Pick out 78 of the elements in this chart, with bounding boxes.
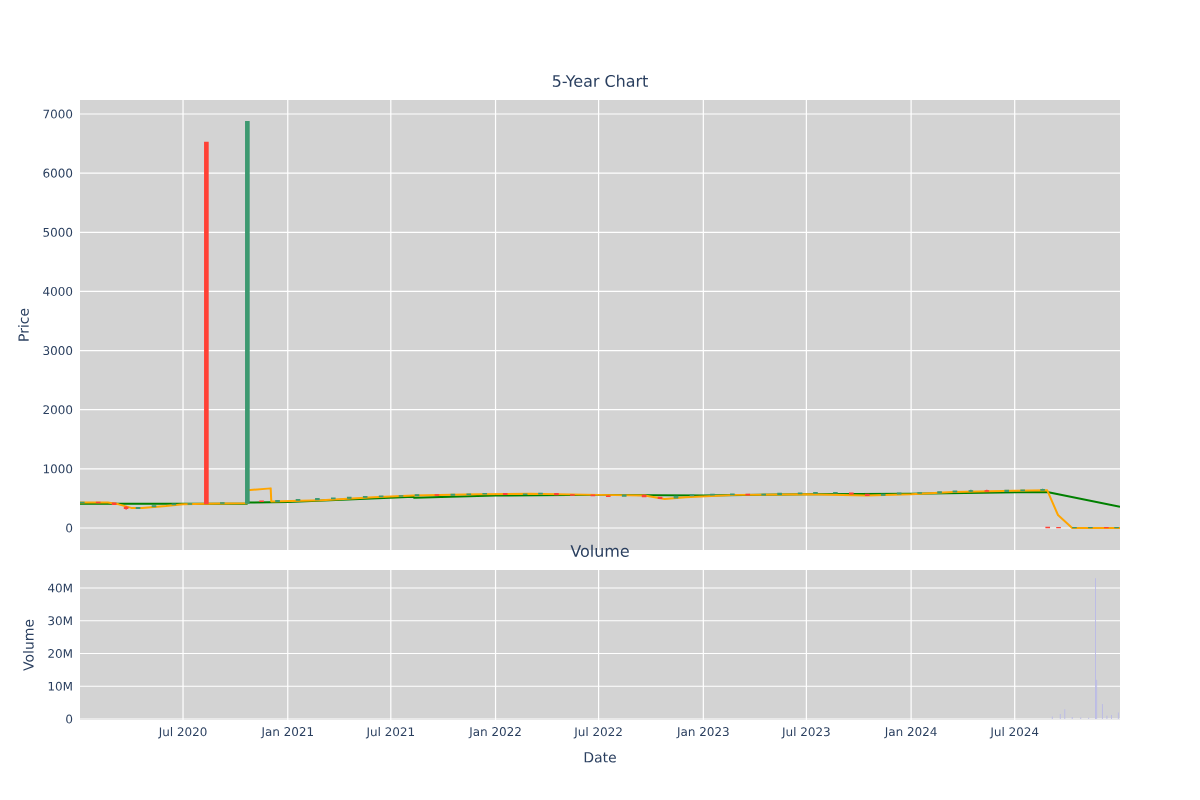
candlestick xyxy=(777,492,782,496)
candlestick xyxy=(450,493,456,497)
candlestick xyxy=(570,493,575,497)
candlestick xyxy=(1040,488,1045,492)
candlestick xyxy=(362,495,368,499)
candlestick xyxy=(123,505,129,511)
x-tick-label: Jul 2024 xyxy=(989,727,1039,739)
candlestick xyxy=(1088,526,1093,529)
candlestick xyxy=(346,496,352,500)
candlestick xyxy=(522,492,528,496)
candlestick xyxy=(220,501,225,505)
candlestick xyxy=(1072,526,1077,529)
candlestick xyxy=(896,492,902,495)
candlestick xyxy=(466,492,472,496)
candlestick xyxy=(275,499,280,503)
candlestick xyxy=(204,141,209,505)
x-tick-label: Jan 2023 xyxy=(676,727,729,739)
candlestick xyxy=(171,503,177,506)
y-tick-label: 10M xyxy=(48,681,72,691)
candlestick xyxy=(554,492,559,496)
candlestick xyxy=(984,489,990,493)
y-tick-label: 0 xyxy=(66,714,73,724)
candlestick xyxy=(331,497,336,500)
y-tick-label: 7000 xyxy=(43,109,73,119)
x-tick-label: Jan 2022 xyxy=(468,727,521,739)
candlestick xyxy=(937,491,942,494)
y-tick-label: 3000 xyxy=(43,346,73,356)
chart-title: Volume xyxy=(570,544,629,557)
x-tick-label: Jul 2020 xyxy=(158,727,207,739)
candlestick xyxy=(1020,488,1025,492)
candlestick xyxy=(968,489,974,493)
candlestick xyxy=(434,493,440,497)
candlestick xyxy=(378,495,384,498)
candlestick xyxy=(111,501,117,506)
candlestick xyxy=(745,493,751,496)
y-tick-label: 4000 xyxy=(43,286,73,296)
y-tick-label: 40M xyxy=(48,583,72,593)
candlestick xyxy=(315,497,320,501)
candlestick xyxy=(730,493,735,496)
candlestick xyxy=(1104,526,1109,529)
candlestick xyxy=(187,502,193,505)
y-axis-title: Price xyxy=(18,308,29,341)
y-tick-label: 20M xyxy=(48,648,72,659)
candlestick xyxy=(245,121,250,504)
candlestick xyxy=(917,491,922,495)
candlestick xyxy=(1004,489,1010,493)
candlestick xyxy=(502,492,508,496)
candlestick xyxy=(813,491,818,495)
candlestick xyxy=(797,492,803,495)
candlestick xyxy=(849,491,854,496)
candlestick xyxy=(538,492,543,496)
x-tick-label: Jul 2023 xyxy=(781,727,830,739)
y-tick-label: 5000 xyxy=(43,227,73,237)
y-tick-label: 1000 xyxy=(43,464,73,474)
x-tick-label: Jan 2024 xyxy=(884,727,937,739)
line-series xyxy=(80,487,1121,529)
candlestick xyxy=(880,493,886,497)
candlestick xyxy=(710,493,715,497)
candlestick xyxy=(621,494,627,497)
y-tick-label: 2000 xyxy=(43,405,73,415)
y-tick-label: 0 xyxy=(66,523,73,533)
y-tick-label: 30M xyxy=(48,616,72,626)
candlestick xyxy=(398,494,404,497)
x-tick-label: Jan 2021 xyxy=(260,727,313,739)
candlestick xyxy=(605,494,611,498)
candlestick xyxy=(482,492,488,496)
candlestick xyxy=(864,493,870,497)
y-tick-label: 6000 xyxy=(43,168,73,178)
candlestick xyxy=(295,498,301,502)
candlestick xyxy=(1114,526,1119,529)
y-axis-title: Volume xyxy=(22,619,34,671)
x-axis-title: Date xyxy=(584,752,616,763)
candlestick xyxy=(761,493,766,497)
x-tick-label: Jul 2021 xyxy=(365,727,415,739)
candlestick xyxy=(259,499,264,503)
x-tick-label: Jul 2022 xyxy=(573,727,622,739)
chart-title: 5-Year Chart xyxy=(552,74,648,87)
candlestick xyxy=(952,490,958,494)
